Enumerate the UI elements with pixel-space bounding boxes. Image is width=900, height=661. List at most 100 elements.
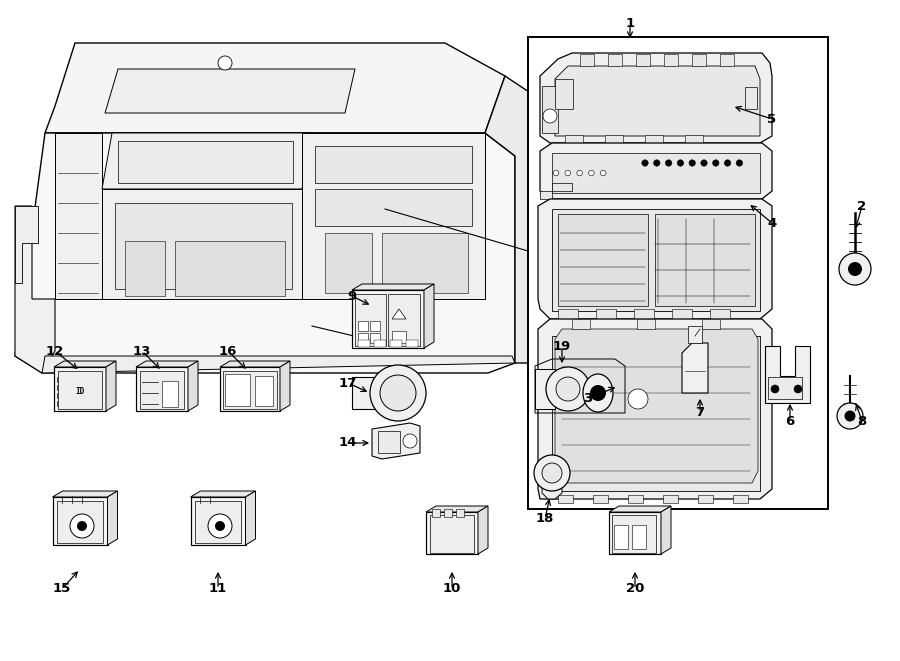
- Bar: [558, 495, 573, 503]
- Circle shape: [218, 56, 232, 70]
- Polygon shape: [125, 241, 165, 296]
- Polygon shape: [15, 206, 55, 373]
- Text: 14: 14: [338, 436, 357, 449]
- Bar: [702, 319, 720, 329]
- Text: 16: 16: [219, 344, 238, 358]
- Circle shape: [794, 385, 802, 393]
- Circle shape: [70, 514, 94, 538]
- Bar: [645, 135, 663, 143]
- Polygon shape: [188, 361, 198, 411]
- Polygon shape: [424, 284, 434, 348]
- Bar: [358, 340, 370, 347]
- Ellipse shape: [583, 374, 613, 412]
- Polygon shape: [136, 361, 198, 367]
- Circle shape: [677, 160, 684, 166]
- Polygon shape: [352, 284, 434, 290]
- Circle shape: [600, 170, 606, 176]
- Bar: [444, 509, 452, 517]
- Circle shape: [77, 521, 87, 531]
- Bar: [637, 319, 655, 329]
- Bar: [430, 515, 474, 553]
- Text: 5: 5: [768, 112, 777, 126]
- Polygon shape: [540, 183, 572, 199]
- Bar: [655, 214, 755, 306]
- Circle shape: [556, 377, 580, 401]
- Bar: [406, 340, 418, 347]
- Text: 3: 3: [583, 393, 592, 405]
- Circle shape: [590, 385, 606, 401]
- Bar: [370, 321, 380, 331]
- Circle shape: [837, 403, 863, 429]
- Text: 18: 18: [536, 512, 554, 525]
- Bar: [580, 54, 594, 66]
- Bar: [378, 431, 400, 453]
- Polygon shape: [302, 133, 485, 299]
- Circle shape: [542, 463, 562, 483]
- Polygon shape: [426, 512, 478, 554]
- Polygon shape: [765, 346, 810, 403]
- Text: 13: 13: [133, 344, 151, 358]
- Circle shape: [665, 160, 671, 166]
- Bar: [605, 135, 623, 143]
- Polygon shape: [191, 497, 246, 545]
- Polygon shape: [15, 133, 515, 373]
- Text: 9: 9: [347, 290, 356, 303]
- Bar: [355, 294, 386, 346]
- Circle shape: [642, 160, 648, 166]
- Bar: [374, 340, 386, 347]
- Polygon shape: [392, 309, 406, 319]
- Bar: [572, 319, 590, 329]
- Bar: [528, 37, 828, 509]
- Circle shape: [380, 375, 416, 411]
- Polygon shape: [102, 189, 302, 299]
- Polygon shape: [15, 206, 38, 283]
- Text: 8: 8: [858, 414, 867, 428]
- Bar: [558, 309, 578, 319]
- Polygon shape: [688, 326, 702, 343]
- Polygon shape: [555, 329, 758, 483]
- Polygon shape: [609, 506, 671, 512]
- Circle shape: [403, 434, 417, 448]
- Polygon shape: [175, 241, 285, 296]
- Polygon shape: [538, 319, 772, 499]
- Bar: [628, 495, 643, 503]
- Text: 2: 2: [858, 200, 867, 212]
- Circle shape: [736, 160, 742, 166]
- Text: 10: 10: [443, 582, 461, 596]
- Bar: [555, 79, 573, 109]
- Circle shape: [653, 160, 660, 166]
- Bar: [612, 515, 656, 553]
- Polygon shape: [609, 512, 661, 554]
- Polygon shape: [352, 290, 424, 348]
- Polygon shape: [542, 473, 562, 499]
- Bar: [720, 54, 734, 66]
- Polygon shape: [325, 233, 372, 293]
- Bar: [255, 376, 273, 406]
- Polygon shape: [115, 203, 292, 289]
- Polygon shape: [107, 491, 118, 545]
- Polygon shape: [54, 361, 116, 367]
- Polygon shape: [540, 53, 772, 143]
- Bar: [593, 495, 608, 503]
- Bar: [632, 525, 646, 549]
- Polygon shape: [478, 506, 488, 554]
- Polygon shape: [540, 143, 772, 199]
- Bar: [552, 336, 760, 491]
- Bar: [195, 501, 241, 543]
- Bar: [636, 54, 650, 66]
- Text: 15: 15: [53, 582, 71, 596]
- Bar: [745, 87, 757, 109]
- Circle shape: [771, 385, 779, 393]
- Bar: [558, 214, 648, 306]
- Circle shape: [689, 160, 696, 166]
- Polygon shape: [315, 146, 472, 183]
- Circle shape: [215, 521, 225, 531]
- Circle shape: [701, 160, 707, 166]
- Polygon shape: [661, 506, 671, 554]
- Polygon shape: [372, 423, 420, 459]
- Text: ID: ID: [76, 387, 85, 395]
- Polygon shape: [538, 199, 772, 319]
- Bar: [390, 340, 402, 347]
- Bar: [710, 309, 730, 319]
- Polygon shape: [55, 133, 102, 299]
